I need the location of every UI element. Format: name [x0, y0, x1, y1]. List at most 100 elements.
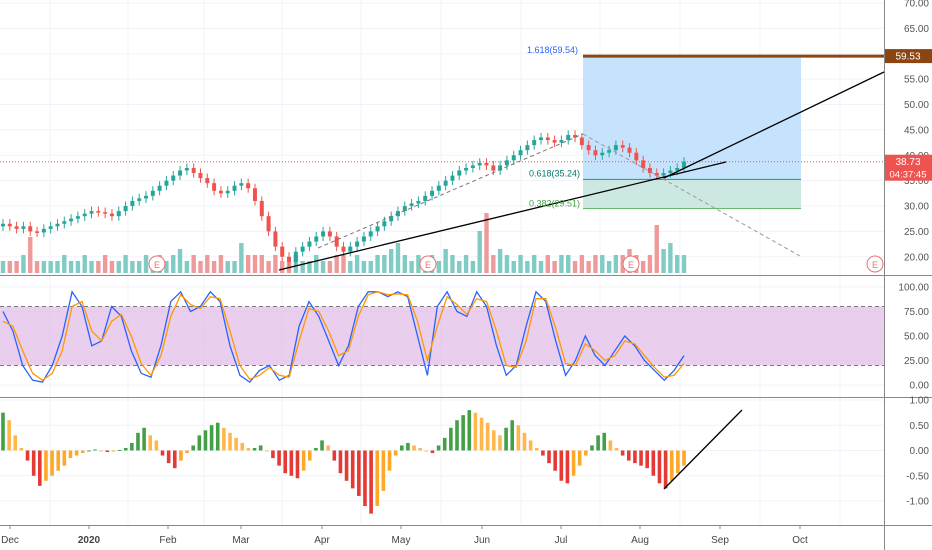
last-price-tag	[885, 154, 932, 181]
price-tick: 35.00	[904, 176, 929, 187]
candle-body	[96, 211, 101, 213]
earnings-marker[interactable]: E	[866, 255, 884, 273]
volume-bar	[559, 255, 564, 273]
candle-body	[280, 246, 285, 257]
ao-bar	[123, 447, 128, 451]
ao-bars	[1, 410, 686, 514]
ao-bar	[516, 425, 521, 451]
volume-bar	[130, 261, 135, 273]
candle-body	[341, 246, 346, 252]
volume-bar	[375, 255, 380, 273]
time-tick: 2020	[78, 535, 101, 546]
candle-body	[212, 183, 217, 191]
volume-bar	[477, 231, 482, 273]
ao-bar	[676, 450, 680, 474]
candle-body	[430, 190, 435, 196]
time-tick: Jul	[555, 535, 568, 546]
volume-bar	[566, 255, 571, 273]
ao-bar	[277, 450, 281, 466]
ao-bar	[160, 450, 165, 456]
earnings-marker-label: E	[628, 260, 634, 270]
ao-bar	[504, 427, 508, 451]
candle-body	[273, 231, 278, 247]
candle-body	[491, 165, 496, 171]
candle-body	[116, 211, 121, 217]
earnings-marker-label: E	[154, 260, 160, 270]
fib-projection-zone	[583, 56, 801, 180]
ao-bar	[375, 450, 380, 507]
candle-body	[314, 236, 319, 242]
stoch-band	[0, 306, 884, 366]
stoch-tick: 0.00	[910, 381, 930, 392]
candle-body	[164, 180, 169, 186]
candle-body	[457, 170, 462, 176]
earnings-marker[interactable]: E	[419, 255, 437, 273]
ao-bar	[363, 450, 367, 507]
ao-tick: -0.50	[906, 471, 929, 482]
ao-bar	[1, 412, 5, 451]
stoch-tick: 50.00	[904, 332, 929, 343]
ao-bar	[246, 447, 251, 451]
volume-bar	[14, 261, 19, 273]
ao-bar	[663, 450, 668, 489]
volume-bar	[225, 261, 230, 273]
earnings-marker[interactable]: E	[622, 255, 640, 273]
ao-tick: 0.50	[910, 421, 930, 432]
ao-bar	[111, 450, 116, 452]
candle-body	[579, 137, 584, 146]
volume-bar	[463, 255, 469, 273]
ao-bar	[669, 450, 674, 481]
ao-bar	[614, 447, 619, 451]
volume-bar	[239, 243, 244, 273]
ao-bar	[222, 427, 226, 451]
stoch-axis: 100.00 75.00 50.00 25.00 0.00	[898, 282, 929, 391]
volume-bar	[600, 255, 605, 273]
volume-bar	[164, 261, 169, 273]
candle-body	[464, 167, 469, 171]
ao-bar	[271, 450, 275, 459]
earnings-marker-circle	[148, 255, 166, 273]
volume-bar	[334, 255, 339, 273]
stoch-tick: 25.00	[904, 356, 929, 367]
ao-bar	[528, 440, 533, 451]
volume-bar	[191, 255, 196, 273]
ao-bar	[50, 450, 54, 476]
ao-bar	[142, 427, 146, 451]
time-tick: Dec	[1, 535, 19, 546]
candle-body	[532, 140, 537, 146]
ao-bar	[608, 440, 613, 451]
ao-bar	[473, 412, 478, 451]
ao-bar	[338, 450, 343, 474]
volume-bar	[416, 255, 421, 273]
volume-bar	[0, 261, 6, 273]
ao-bar	[314, 447, 318, 451]
candle-body	[246, 183, 251, 189]
candle-body	[538, 137, 543, 141]
candle-body	[545, 137, 550, 141]
candle-body	[48, 226, 53, 229]
candle-body	[416, 200, 421, 204]
volume-bar	[579, 255, 585, 273]
ao-bar	[215, 422, 220, 451]
volume-bar	[361, 261, 367, 273]
volume-bar	[457, 261, 462, 273]
volume-bar	[48, 261, 53, 273]
candle-body	[586, 145, 591, 151]
volume-bar	[572, 261, 578, 273]
candle-body	[600, 152, 605, 156]
candle-body	[205, 178, 210, 184]
stoch-k-line	[2, 290, 685, 383]
candle-body	[82, 213, 87, 217]
ao-bar	[105, 450, 110, 453]
ao-bar	[74, 450, 79, 456]
candle-body	[613, 145, 618, 151]
fib-price-tag-label: 59.53	[895, 52, 920, 63]
ao-tick: -1.00	[906, 497, 929, 508]
volume-bar	[402, 255, 407, 273]
volume-bar	[647, 255, 653, 273]
candle-body	[321, 231, 326, 237]
candle-body	[348, 246, 353, 252]
volume-bar	[368, 261, 373, 273]
earnings-marker[interactable]: E	[148, 255, 166, 273]
